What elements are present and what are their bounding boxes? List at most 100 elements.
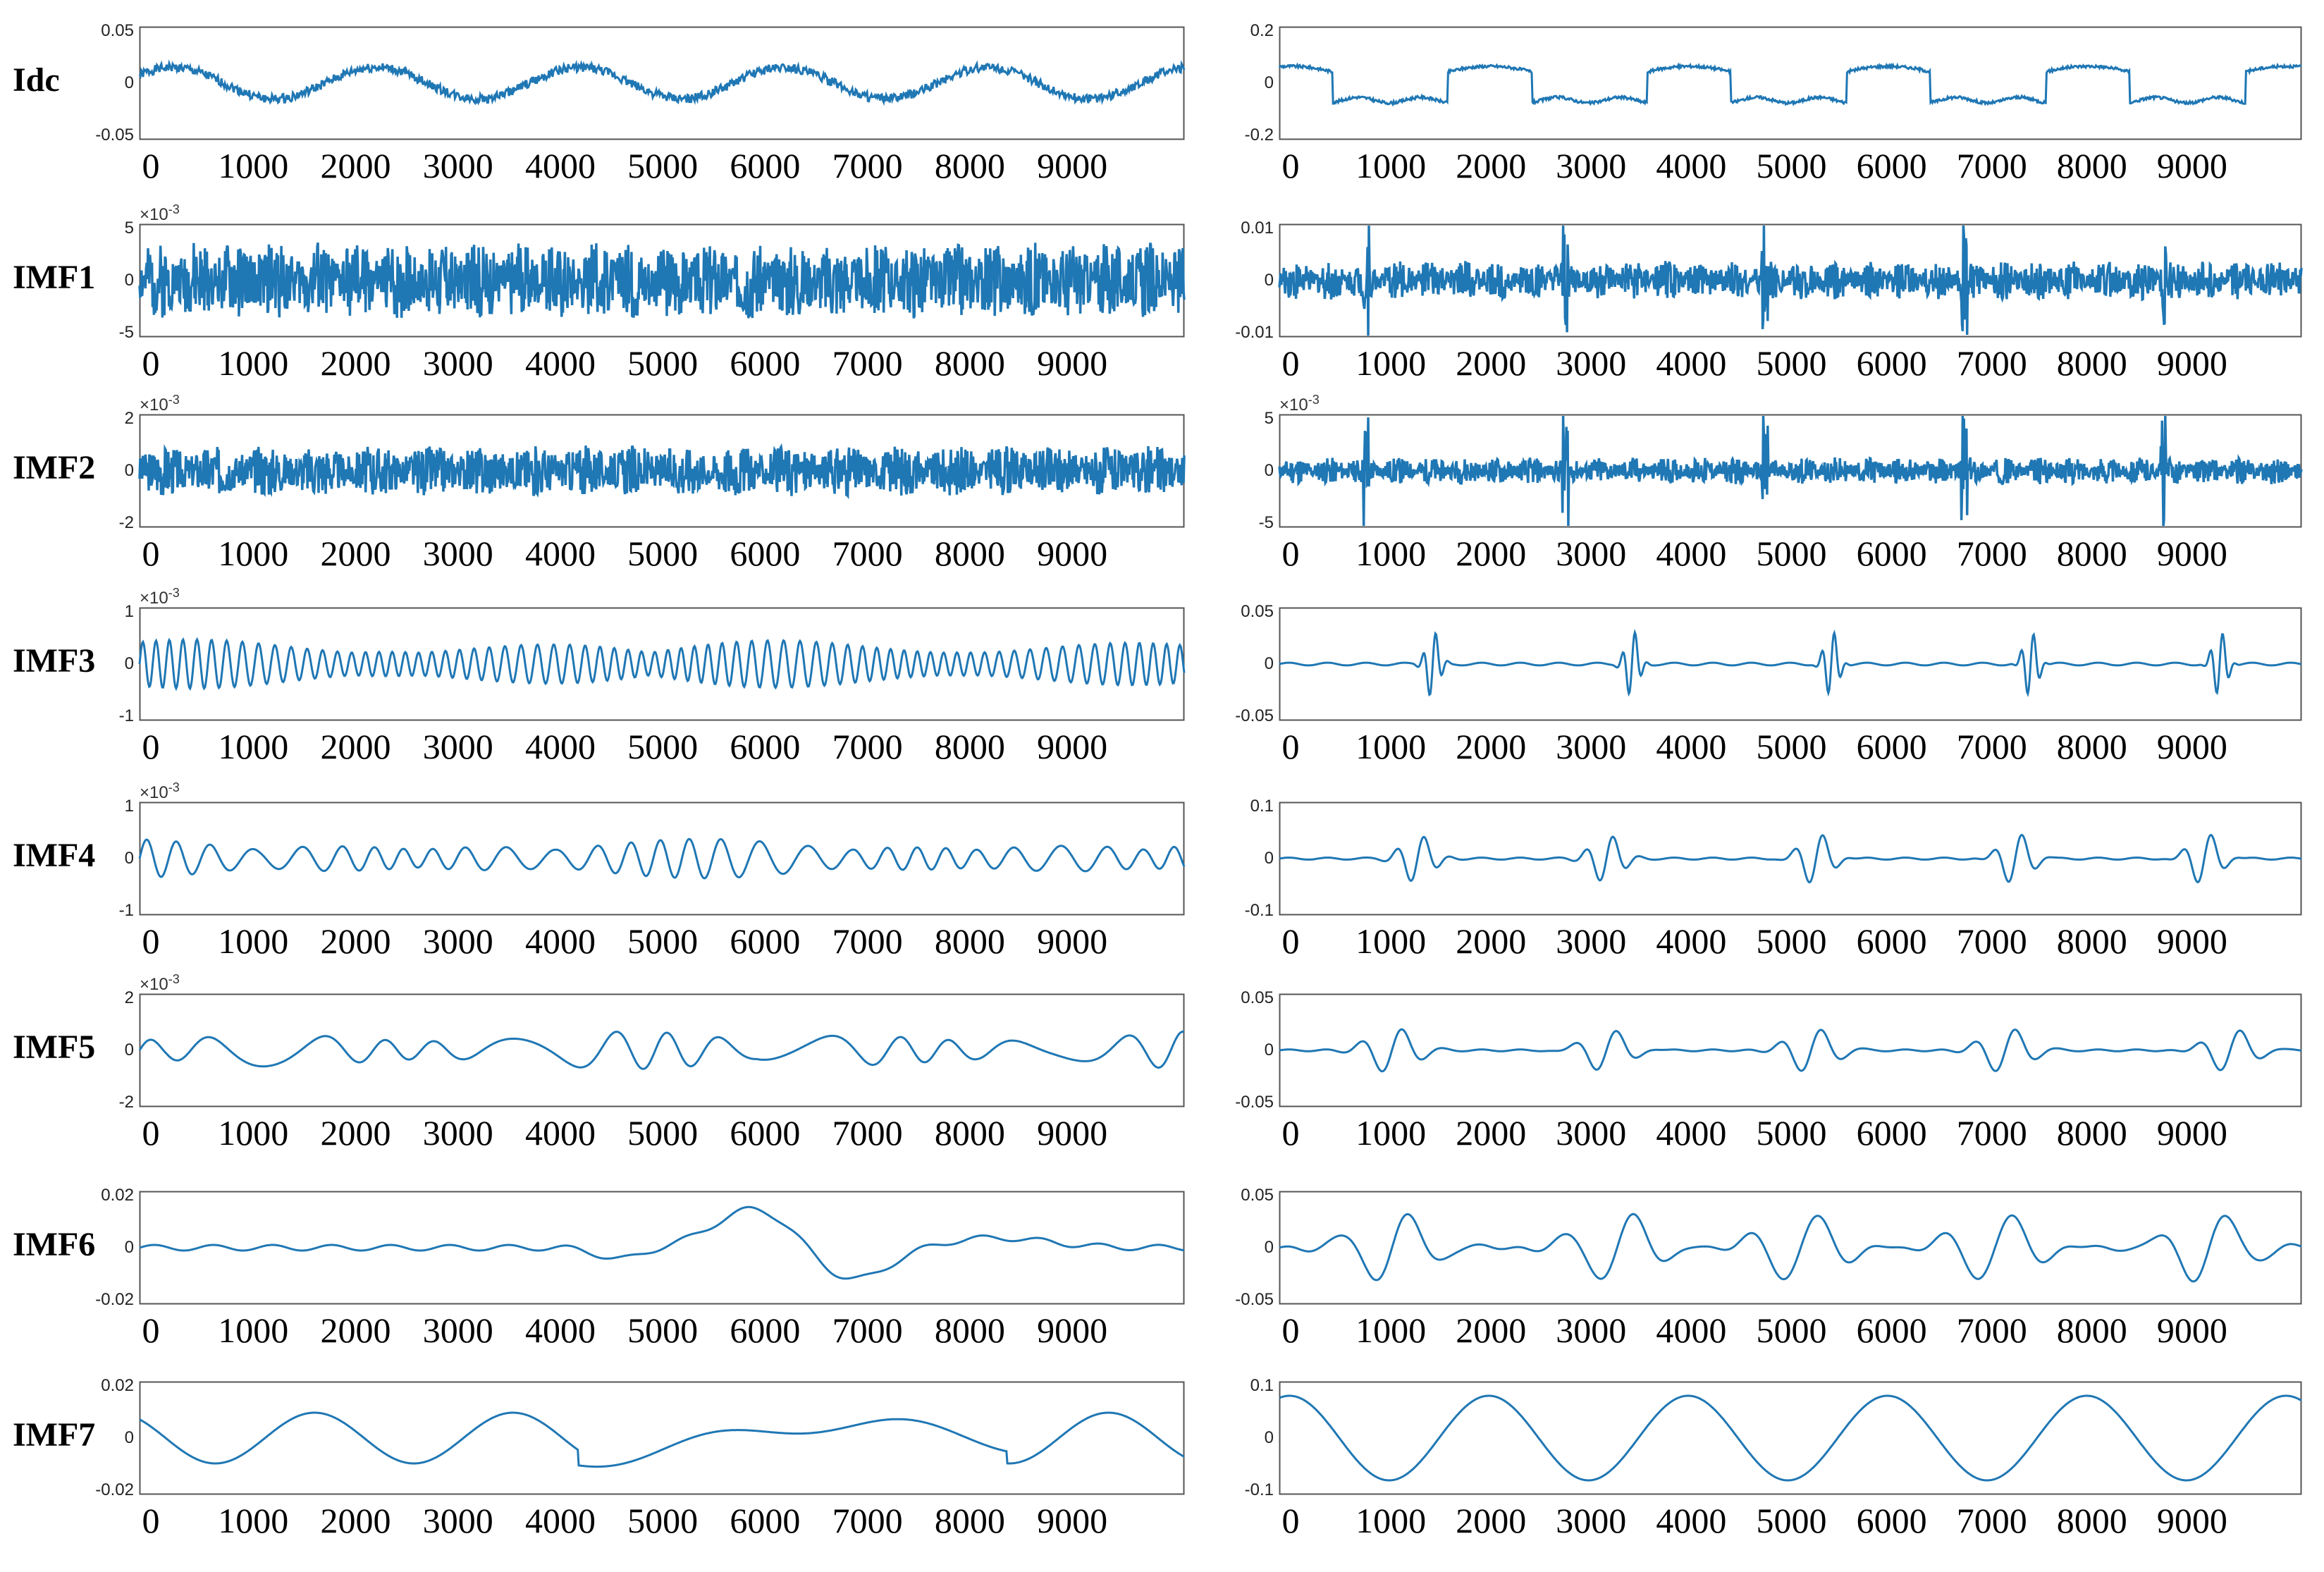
axes-frame [1279,1191,2302,1305]
x-tick-label: 5000 [1756,343,1827,383]
x-tick-label: 1000 [218,146,289,185]
plot-area [138,414,1186,528]
x-tick-label: 3000 [422,534,493,573]
plot-area [138,26,1186,140]
x-tick-label: 7000 [1956,146,2027,185]
y-tick-label: 0.2 [1250,21,1274,40]
y-tick-label: 0 [124,1040,134,1060]
plot-area [138,223,1186,338]
x-tick-label: 6000 [1856,146,1927,185]
plot-area [1278,223,2303,338]
series-line [1278,225,2303,336]
y-tick-label: 0 [1264,73,1274,92]
x-tick-label: 1000 [218,534,289,573]
x-tick-label: 6000 [730,343,801,383]
x-tick-label: 3000 [422,1310,493,1350]
axes-frame [139,607,1185,721]
panel-right-2 [1278,414,2303,528]
row-label-imf3: IMF3 [13,642,96,680]
x-tick-label: 1000 [1355,534,1427,573]
x-tick-label: 0 [142,343,160,383]
x-tick-label: 8000 [934,1501,1005,1540]
axis-exponent: ×10-3 [140,393,180,415]
x-tick-label: 6000 [1856,727,1927,766]
x-tick-label: 3000 [422,1113,493,1153]
x-tick-label: 1000 [218,921,289,961]
x-tick-label: 1000 [218,1113,289,1153]
x-tick-label: 5000 [627,343,699,383]
x-tick-label: 6000 [730,1310,801,1350]
y-tick-label: 0 [1264,1428,1274,1447]
plot-area [1278,26,2302,140]
x-tick-label: 8000 [2056,1113,2127,1153]
x-tick-label: 9000 [2156,343,2227,383]
x-tick-label: 6000 [730,1501,801,1540]
plot-area [1279,993,2302,1107]
y-tick-label: -0.1 [1244,901,1274,920]
x-tick-label: 3000 [1556,921,1627,961]
x-tick-label: 0 [142,1310,160,1350]
y-tick-label: 0 [124,271,134,290]
x-tick-label: 4000 [1656,1113,1727,1153]
x-tick-label: 8000 [2056,534,2127,573]
x-tick-label: 7000 [1956,1501,2027,1540]
y-tick-label: 0 [1264,461,1274,480]
y-tick-label: 0.05 [1241,602,1274,621]
x-tick-label: 9000 [1037,1113,1108,1153]
x-tick-label: 3000 [1556,727,1627,766]
x-tick-label: 0 [142,534,160,573]
x-tick-label: 6000 [730,727,801,766]
x-tick-label: 5000 [627,1310,699,1350]
plot-area [138,802,1186,916]
series-line [1278,415,2303,527]
x-tick-label: 2000 [320,343,391,383]
x-tick-label: 0 [1281,1501,1300,1540]
x-tick-label: 9000 [2156,1310,2227,1350]
x-tick-label: 4000 [1656,727,1727,766]
y-tick-label: -0.02 [95,1480,134,1499]
x-tick-label: 5000 [627,534,699,573]
x-tick-label: 7000 [832,727,903,766]
x-tick-label: 4000 [524,921,596,961]
panel-left-1 [138,223,1186,338]
x-tick-label: 5000 [1756,1113,1827,1153]
exponent-value: -3 [168,586,180,600]
x-tick-label: 0 [142,146,160,185]
x-tick-label: 3000 [422,921,493,961]
y-tick-label: 0 [124,461,134,480]
x-tick-label: 2000 [320,921,391,961]
axis-exponent: ×10-3 [140,972,180,994]
x-tick-label: 8000 [934,921,1005,961]
exponent-value: -3 [168,780,180,794]
x-tick-label: 9000 [2156,146,2227,185]
panel-right-5 [1279,993,2302,1107]
x-tick-label: 4000 [1656,1310,1727,1350]
x-tick-label: 2000 [320,1310,391,1350]
y-tick-label: 0 [124,1428,134,1447]
x-tick-label: 1000 [218,727,289,766]
y-tick-label: 2 [124,409,134,428]
y-tick-label: 0 [1264,1040,1274,1060]
x-tick-label: 2000 [1456,1310,1527,1350]
series-line [1279,1212,2302,1283]
y-tick-label: 0.1 [1250,797,1274,816]
y-tick-label: -1 [118,706,134,725]
plot-area [138,607,1186,721]
row-label-imf1: IMF1 [13,259,96,296]
x-tick-label: 8000 [934,146,1005,185]
x-tick-label: 4000 [524,343,596,383]
y-tick-label: 5 [124,219,134,238]
x-tick-label: 0 [1281,343,1300,383]
x-tick-label: 0 [142,727,160,766]
x-tick-label: 3000 [1556,146,1627,185]
axis-exponent: ×10-3 [140,202,180,224]
x-tick-label: 3000 [422,727,493,766]
y-tick-label: 0 [124,1238,134,1257]
x-tick-label: 8000 [934,534,1005,573]
x-tick-label: 6000 [1856,1310,1927,1350]
x-tick-label: 5000 [627,146,699,185]
axis-exponent: ×10-3 [1279,393,1320,415]
x-tick-label: 1000 [1355,1501,1427,1540]
x-tick-label: 8000 [2056,343,2127,383]
